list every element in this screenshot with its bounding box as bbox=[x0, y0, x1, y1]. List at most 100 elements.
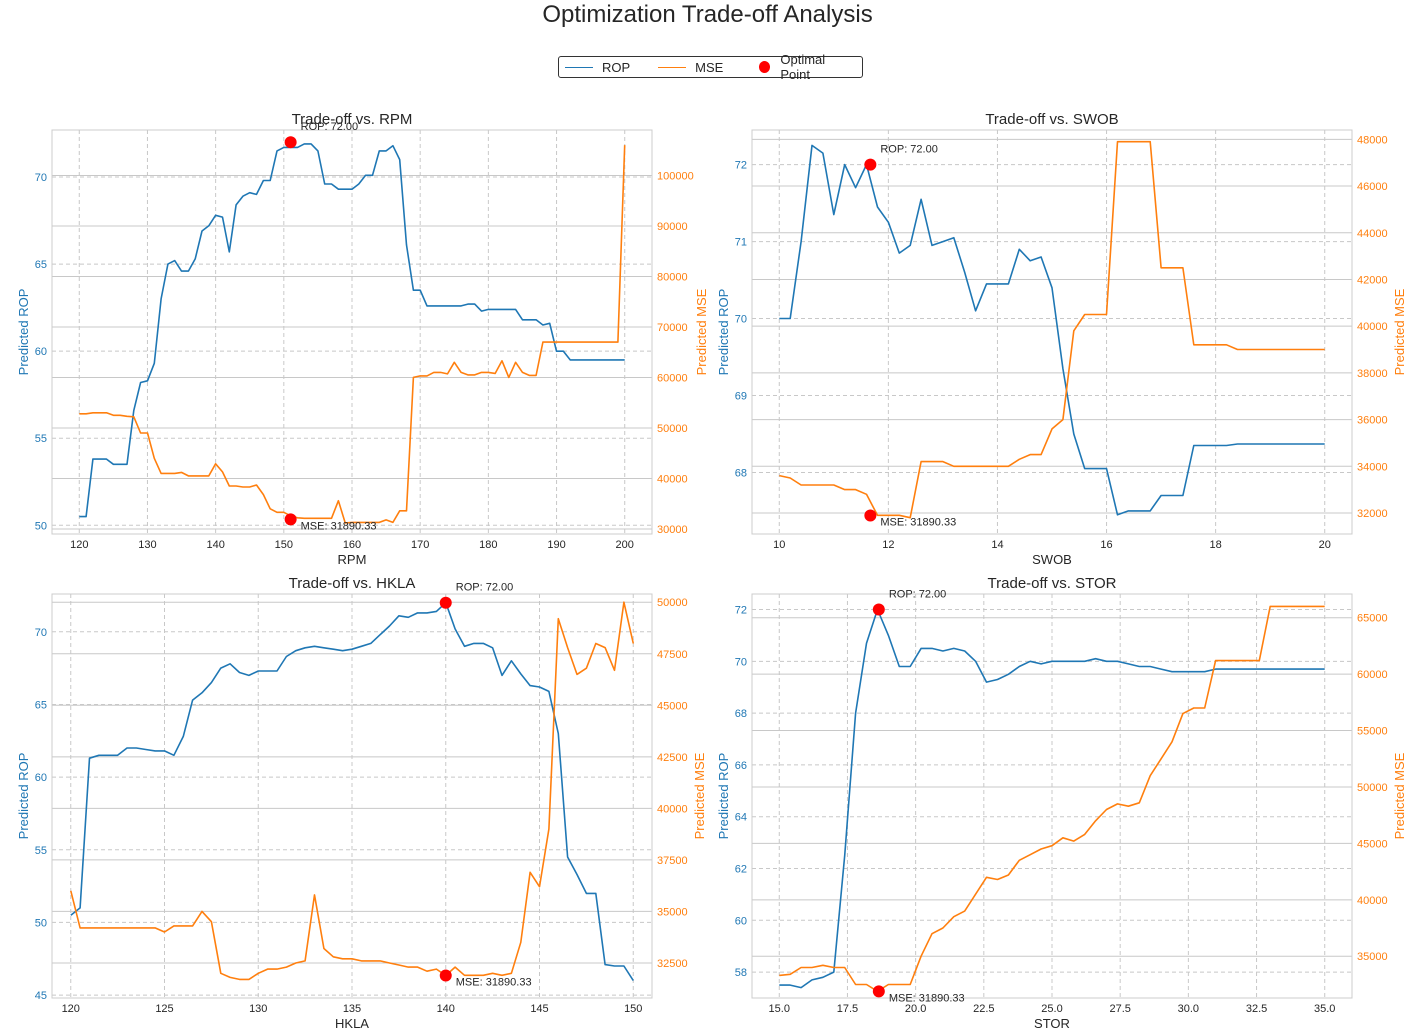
y-axis-label: Predicted ROP bbox=[16, 753, 31, 840]
y2-tick-label: 35000 bbox=[657, 906, 688, 918]
y-tick-label: 55 bbox=[35, 433, 47, 445]
plot-frame bbox=[51, 129, 653, 535]
x-tick-label: 32.5 bbox=[1246, 1003, 1267, 1015]
y2-tick-label: 45000 bbox=[1357, 838, 1388, 850]
optimal-point-mse bbox=[872, 985, 885, 998]
y-tick-label: 50 bbox=[35, 917, 47, 929]
optimal-rop-annotation: ROP: 72.00 bbox=[880, 144, 937, 156]
x-tick-label: 12 bbox=[882, 539, 894, 551]
y2-tick-label: 44000 bbox=[1357, 228, 1388, 240]
x-tick-label: 16 bbox=[1100, 539, 1112, 551]
y-axis-label: Predicted ROP bbox=[716, 289, 731, 376]
optimal-mse-annotation: MSE: 31890.33 bbox=[456, 977, 532, 989]
y2-tick-label: 50000 bbox=[657, 423, 688, 435]
chart-title: Trade-off vs. RPM bbox=[292, 111, 413, 128]
y2-tick-label: 37500 bbox=[657, 855, 688, 867]
optimal-point-mse bbox=[284, 513, 297, 526]
y-tick-label: 60 bbox=[35, 772, 47, 784]
y-tick-label: 65 bbox=[35, 699, 47, 711]
x-axis-label: SWOB bbox=[1032, 552, 1072, 567]
optimal-mse-annotation: MSE: 31890.33 bbox=[889, 992, 965, 1004]
mse-line bbox=[70, 601, 635, 981]
chart-title: Trade-off vs. STOR bbox=[988, 575, 1117, 592]
y-tick-label: 70 bbox=[735, 314, 747, 326]
x-tick-label: 160 bbox=[343, 539, 361, 551]
y-tick-label: 55 bbox=[35, 845, 47, 857]
x-tick-label: 140 bbox=[437, 1003, 455, 1015]
y-tick-label: 70 bbox=[35, 172, 47, 184]
y2-axis-label: Predicted MSE bbox=[692, 752, 707, 839]
x-tick-label: 135 bbox=[343, 1003, 361, 1015]
y-tick-label: 68 bbox=[735, 467, 747, 479]
plot-area bbox=[752, 130, 1352, 534]
x-axis-label: HKLA bbox=[335, 1016, 369, 1031]
x-tick-label: 140 bbox=[206, 539, 224, 551]
plot-frame bbox=[51, 593, 653, 999]
x-tick-label: 15.0 bbox=[769, 1003, 790, 1015]
x-tick-label: 25.0 bbox=[1041, 1003, 1062, 1015]
x-tick-label: 120 bbox=[62, 1003, 80, 1015]
y2-tick-label: 32500 bbox=[657, 958, 688, 970]
y2-tick-label: 34000 bbox=[1357, 461, 1388, 473]
y2-tick-label: 60000 bbox=[1357, 669, 1388, 681]
rop-line bbox=[779, 608, 1325, 989]
legend-swatch-rop bbox=[565, 66, 593, 68]
y2-tick-label: 42000 bbox=[1357, 274, 1388, 286]
y2-tick-label: 40000 bbox=[657, 803, 688, 815]
y-tick-label: 70 bbox=[35, 627, 47, 639]
x-tick-label: 150 bbox=[624, 1003, 642, 1015]
x-tick-label: 20 bbox=[1319, 539, 1331, 551]
y2-tick-label: 35000 bbox=[1357, 951, 1388, 963]
x-tick-label: 150 bbox=[275, 539, 293, 551]
x-tick-label: 125 bbox=[155, 1003, 173, 1015]
y-tick-label: 70 bbox=[735, 656, 747, 668]
x-tick-label: 170 bbox=[411, 539, 429, 551]
y-tick-label: 72 bbox=[735, 160, 747, 172]
x-tick-label: 130 bbox=[249, 1003, 267, 1015]
chart-title: Trade-off vs. HKLA bbox=[289, 575, 416, 592]
x-tick-label: 145 bbox=[530, 1003, 548, 1015]
optimal-point-mse bbox=[439, 969, 452, 982]
y2-axis-label: Predicted MSE bbox=[694, 288, 709, 375]
x-tick-label: 130 bbox=[138, 539, 156, 551]
y2-tick-label: 36000 bbox=[1357, 415, 1388, 427]
y-axis-label: Predicted ROP bbox=[16, 289, 31, 376]
y2-tick-label: 40000 bbox=[1357, 895, 1388, 907]
x-tick-label: 10 bbox=[773, 539, 785, 551]
chart-title: Trade-off vs. SWOB bbox=[985, 111, 1118, 128]
y2-tick-label: 90000 bbox=[657, 221, 688, 233]
y-tick-label: 60 bbox=[735, 915, 747, 927]
rop-line bbox=[70, 601, 634, 982]
y-tick-label: 62 bbox=[735, 864, 747, 876]
x-tick-label: 27.5 bbox=[1109, 1003, 1130, 1015]
optimal-point-rop bbox=[872, 603, 885, 616]
legend-label-mse: MSE bbox=[695, 59, 724, 75]
x-tick-label: 180 bbox=[479, 539, 497, 551]
x-tick-label: 30.0 bbox=[1178, 1003, 1199, 1015]
optimal-mse-annotation: MSE: 31890.33 bbox=[880, 517, 956, 529]
y2-tick-label: 50000 bbox=[657, 597, 688, 609]
rop-line bbox=[79, 143, 625, 518]
plot-frame bbox=[751, 129, 1353, 535]
mse-line bbox=[779, 605, 1325, 993]
x-tick-label: 17.5 bbox=[837, 1003, 858, 1015]
mse-line bbox=[779, 140, 1325, 519]
y2-tick-label: 65000 bbox=[1357, 613, 1388, 625]
optimal-rop-annotation: ROP: 72.00 bbox=[301, 121, 358, 133]
y-tick-label: 50 bbox=[35, 520, 47, 532]
legend-item-rop: ROP bbox=[565, 60, 630, 75]
legend-swatch-mse bbox=[658, 66, 687, 68]
chart-panel-3: 120 125 130 135 140 145 150 45 50 55 60 65 70 32500 35… bbox=[16, 575, 707, 1031]
y2-tick-label: 46000 bbox=[1357, 181, 1388, 193]
legend-swatch-optimal bbox=[759, 61, 771, 73]
x-tick-label: 18 bbox=[1210, 539, 1222, 551]
x-tick-label: 190 bbox=[547, 539, 565, 551]
figure-title: Optimization Trade-off Analysis bbox=[542, 1, 873, 28]
optimal-mse-annotation: MSE: 31890.33 bbox=[301, 520, 377, 532]
optimal-point-mse bbox=[864, 509, 877, 522]
legend-label-optimal: Optimal Point bbox=[780, 52, 826, 82]
y-tick-label: 60 bbox=[35, 346, 47, 358]
optimal-point-rop bbox=[284, 136, 297, 149]
x-tick-label: 22.5 bbox=[973, 1003, 994, 1015]
chart-panel-4: 15.0 17.5 20.0 22.5 25.0 27.5 30.0 32.5 35.0 58 60… bbox=[716, 575, 1407, 1031]
